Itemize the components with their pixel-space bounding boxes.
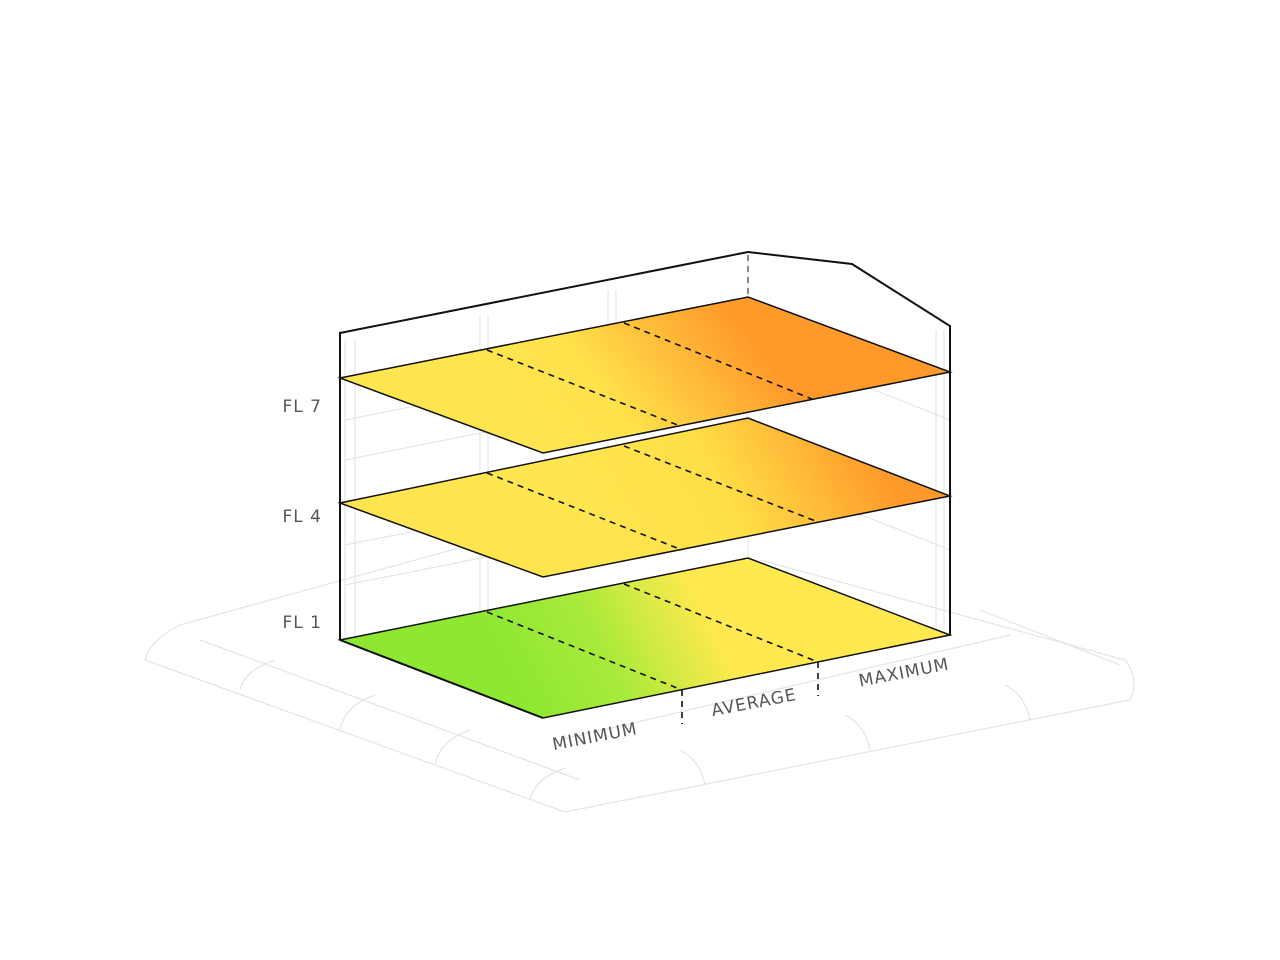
- zone-divider: [486, 445, 819, 551]
- floor-label: FL 1: [283, 613, 322, 633]
- zone-divider: [486, 583, 819, 691]
- ground-grid: [144, 519, 1135, 813]
- floor-plane: [337, 296, 953, 454]
- floor-plane: [337, 557, 953, 719]
- floor-plane: [337, 417, 953, 578]
- floor-label: FL 4: [283, 507, 322, 527]
- zone-label: MINIMUM: [551, 719, 639, 755]
- zone-label: AVERAGE: [710, 685, 799, 721]
- zone-marker: [681, 662, 819, 724]
- floor-label: FL 7: [283, 397, 322, 417]
- plane-edge: [339, 639, 544, 719]
- building-outline: [339, 250, 951, 640]
- zone-divider: [486, 322, 813, 427]
